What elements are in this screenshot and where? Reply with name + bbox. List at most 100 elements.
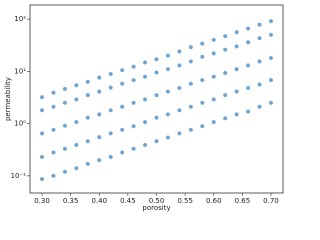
point xyxy=(96,89,102,94)
point xyxy=(165,66,171,72)
point xyxy=(165,135,171,140)
point xyxy=(85,138,91,144)
point xyxy=(154,56,159,62)
point xyxy=(165,89,171,94)
point xyxy=(257,104,262,110)
x-axis-label: porosity xyxy=(142,204,170,212)
point xyxy=(51,127,56,133)
point xyxy=(108,154,114,160)
point xyxy=(142,119,148,125)
point xyxy=(131,77,137,83)
point xyxy=(108,71,114,77)
point xyxy=(188,81,194,87)
point xyxy=(222,33,228,39)
point xyxy=(39,107,45,113)
point xyxy=(234,29,240,35)
point xyxy=(85,79,91,85)
x-tick-label: 0.30 xyxy=(34,197,50,205)
chart: porosity permeability 0.30 0.35 0.40 0.45 0.… xyxy=(4,4,284,212)
y-tick-label: 10² xyxy=(14,15,26,23)
point xyxy=(73,119,79,125)
point xyxy=(73,97,79,102)
point xyxy=(73,142,79,148)
point xyxy=(222,92,228,98)
point xyxy=(199,54,205,60)
point xyxy=(245,109,251,114)
point xyxy=(245,62,251,68)
point xyxy=(268,18,274,24)
point xyxy=(257,35,262,41)
point xyxy=(142,60,148,65)
point xyxy=(96,112,102,117)
point xyxy=(211,37,217,43)
point xyxy=(222,115,228,121)
point xyxy=(119,150,125,155)
point xyxy=(96,157,102,163)
point xyxy=(131,123,137,129)
point xyxy=(245,26,251,31)
point xyxy=(234,66,240,72)
point xyxy=(257,82,262,87)
point xyxy=(73,82,79,88)
point xyxy=(268,100,274,106)
point xyxy=(188,44,194,50)
point xyxy=(176,130,182,136)
x-tick-label: 0.45 xyxy=(120,197,136,205)
point xyxy=(211,119,217,125)
point xyxy=(211,97,217,102)
point xyxy=(119,127,125,133)
y-axis-label: permeability xyxy=(4,77,12,121)
point xyxy=(222,70,228,76)
point xyxy=(154,138,159,144)
point xyxy=(108,85,114,90)
point xyxy=(199,77,205,83)
point xyxy=(176,85,182,91)
point xyxy=(96,134,102,140)
point xyxy=(51,173,56,179)
point xyxy=(51,150,56,155)
point xyxy=(119,67,125,73)
point xyxy=(268,55,274,61)
point xyxy=(188,104,194,110)
point xyxy=(176,62,182,68)
x-tick-label: 0.40 xyxy=(91,197,107,205)
point xyxy=(165,112,171,117)
point xyxy=(119,81,125,87)
point xyxy=(73,165,79,171)
point xyxy=(62,123,68,129)
point xyxy=(222,47,228,53)
y-tick-label: 10¹ xyxy=(14,67,26,75)
point xyxy=(154,115,159,121)
point xyxy=(154,92,159,98)
point xyxy=(199,41,205,46)
x-tick-label: 0.50 xyxy=(149,197,165,205)
plot-frame xyxy=(29,4,284,194)
point xyxy=(199,123,205,129)
point xyxy=(257,22,262,28)
point xyxy=(268,77,274,83)
point xyxy=(131,64,137,70)
point xyxy=(154,70,159,75)
point xyxy=(234,44,240,49)
point xyxy=(245,39,251,45)
point xyxy=(142,142,148,148)
point xyxy=(39,130,45,136)
point xyxy=(62,169,68,175)
x-tick-label: 0.35 xyxy=(63,197,79,205)
point xyxy=(119,104,125,110)
point xyxy=(188,58,194,64)
point xyxy=(108,130,114,136)
point xyxy=(176,49,182,54)
y-tick-label: 10⁻¹ xyxy=(11,172,27,180)
point xyxy=(131,100,137,106)
point xyxy=(211,74,217,80)
point xyxy=(96,75,102,80)
point xyxy=(51,90,56,96)
point xyxy=(234,89,240,94)
point xyxy=(176,107,182,113)
point xyxy=(268,32,274,38)
point xyxy=(62,100,68,106)
point xyxy=(85,92,91,98)
x-tick-label: 0.55 xyxy=(177,197,193,205)
point xyxy=(39,154,45,160)
